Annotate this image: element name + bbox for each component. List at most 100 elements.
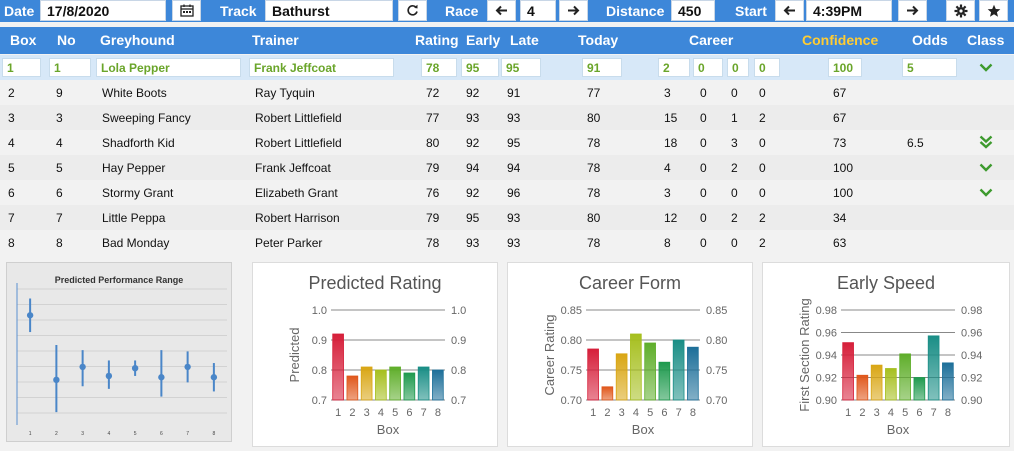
col-greyhound[interactable]: Greyhound [100,32,175,48]
cell-confidence: 34 [833,211,847,225]
start-time-field[interactable]: 4:39PM [806,0,892,21]
favorite-button[interactable] [979,0,1008,21]
refresh-button[interactable] [398,0,427,21]
table-row[interactable]: 4 4 Shadforth Kid Robert Littlefield 80 … [0,130,1014,155]
col-no[interactable]: No [57,32,76,48]
x-tick-label: 1 [335,407,341,419]
arrow-left-icon [495,5,507,16]
cell-early: 93 [466,111,480,125]
col-career[interactable]: Career [689,32,734,48]
race-next-button[interactable] [559,0,588,21]
cell-today: 77 [587,86,601,100]
calendar-button[interactable] [172,0,201,21]
cell-career-seconds: 0 [731,236,738,250]
y-axis-label: Career Rating [542,315,557,396]
cell-box: 6 [8,186,15,200]
table-row[interactable]: 7 7 Little Peppa Robert Harrison 79 95 9… [0,205,1014,230]
col-odds[interactable]: Odds [912,32,948,48]
y-tick-label: 0.94 [961,350,982,362]
settings-button[interactable] [946,0,975,21]
col-early[interactable]: Early [466,32,501,48]
cell-trainer: Elizabeth Grant [255,186,338,200]
cell-odds: 6.5 [907,136,924,150]
race-prev-button[interactable] [487,0,516,21]
col-late[interactable]: Late [510,32,539,48]
x-tick-label: 6 [661,407,667,419]
bar [856,374,869,401]
cell-greyhound: Lola Pepper [96,58,241,77]
x-tick-label: 3 [874,407,880,419]
range-point [184,363,191,371]
cell-career-wins: 0 [700,111,707,125]
bar [346,375,359,401]
start-next-button[interactable] [898,0,927,21]
y-tick-label: 0.7 [312,395,327,407]
x-tick-label: 7 [676,407,682,419]
x-tick-label: 4 [633,407,639,419]
early-speed-chart: Early Speed 0.90 0.90 0.92 0.92 0.94 0.94 0.96… [762,262,1010,447]
date-field[interactable]: 17/8/2020 [40,0,166,21]
table-row[interactable]: 6 6 Stormy Grant Elizabeth Grant 76 92 9… [0,180,1014,205]
col-rating[interactable]: Rating [415,32,459,48]
cell-late: 94 [507,161,521,175]
cell-career-thirds: 2 [759,211,766,225]
y-tick-label: 0.9 [312,335,327,347]
cell-career-wins: 0 [700,236,707,250]
y-tick-label: 0.75 [561,365,582,377]
x-tick-label: 5 [902,407,908,419]
range-point [105,372,113,380]
cell-late: 93 [507,111,521,125]
cell-career-seconds: 1 [731,111,738,125]
col-class[interactable]: Class [967,32,1005,48]
cell-no: 6 [56,186,63,200]
bar [615,353,628,401]
bar [913,377,926,401]
x-axis-label: Box [377,422,400,437]
bar [658,361,671,401]
col-confidence[interactable]: Confidence [802,32,879,48]
x-tick-label: 2 [349,407,355,419]
y-tick-label: 0.9 [451,335,466,347]
range-point [53,376,60,384]
start-prev-button[interactable] [775,0,804,21]
race-label: Race [445,3,479,19]
cell-box: 2 [8,86,15,100]
bar [332,333,344,401]
col-box[interactable]: Box [10,32,37,48]
table-row[interactable]: 5 5 Hay Pepper Frank Jeffcoat 79 94 94 7… [0,155,1014,180]
race-field[interactable]: 4 [520,0,556,21]
x-tick-label: 1 [845,407,851,419]
x-tick-label: 8 [435,407,441,419]
y-tick-label: 0.90 [816,395,837,407]
y-tick-label: 0.7 [451,395,466,407]
x-tick-label: 8 [690,407,696,419]
y-axis-label: First Section Rating [797,298,812,411]
distance-field[interactable]: 450 [671,0,715,21]
col-today[interactable]: Today [578,32,619,48]
cell-career-thirds: 0 [754,58,780,77]
table-row[interactable]: 8 8 Bad Monday Peter Parker 78 93 93 78 … [0,230,1014,255]
cell-career-thirds: 2 [759,111,766,125]
cell-early: 93 [466,236,480,250]
track-field[interactable]: Bathurst [265,0,393,21]
y-axis-label: Predicted [287,328,302,383]
col-trainer[interactable]: Trainer [252,32,299,48]
cell-no: 1 [49,58,91,77]
cell-confidence: 63 [833,236,847,250]
start-label: Start [735,3,767,19]
cell-career-wins: 0 [700,211,707,225]
y-tick-label: 0.8 [312,365,327,377]
cell-no: 4 [56,136,63,150]
table-row[interactable]: 3 3 Sweeping Fancy Robert Littlefield 77… [0,105,1014,130]
track-label: Track [220,3,257,19]
career-form-chart: Career Form 0.70 0.70 0.75 0.75 0.80 0.80 0.85… [507,262,753,447]
cell-today: 78 [587,136,601,150]
x-tick-label: 5 [392,407,398,419]
cell-no: 3 [56,111,63,125]
cell-today: 80 [587,111,601,125]
table-row[interactable]: 2 9 White Boots Ray Tyquin 72 92 91 77 3… [0,80,1014,105]
cell-greyhound: Little Peppa [102,211,166,225]
x-tick-label: 4 [107,431,110,437]
cell-career-wins: 0 [700,86,707,100]
table-row[interactable]: 1 1 Lola Pepper Frank Jeffcoat 78 95 95 … [0,55,1014,80]
